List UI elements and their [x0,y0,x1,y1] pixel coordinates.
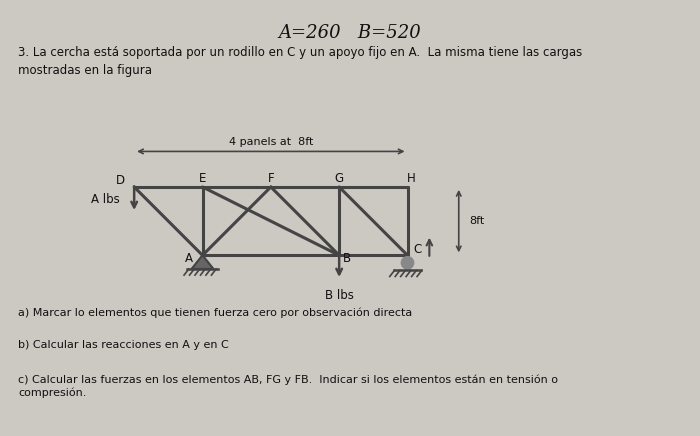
Text: G: G [335,172,344,185]
Text: A=260   B=520: A=260 B=520 [279,24,421,42]
Text: c) Calcular las fuerzas en los elementos AB, FG y FB.  Indicar si los elementos : c) Calcular las fuerzas en los elementos… [18,374,558,399]
Text: F: F [267,172,274,185]
Text: 8ft: 8ft [469,216,484,226]
Text: C: C [414,243,422,256]
Text: B lbs: B lbs [325,290,354,303]
Text: 4 panels at  8ft: 4 panels at 8ft [229,136,313,146]
Polygon shape [192,255,214,269]
Text: A lbs: A lbs [91,193,120,206]
Text: E: E [199,172,206,185]
Text: b) Calcular las reacciones en A y en C: b) Calcular las reacciones en A y en C [18,340,229,350]
Text: D: D [116,174,125,187]
Circle shape [401,257,414,269]
Text: 3. La cercha está soportada por un rodillo en C y un apoyo fijo en A.  La misma : 3. La cercha está soportada por un rodil… [18,46,582,77]
Text: H: H [407,172,415,185]
Text: A: A [185,252,193,265]
Text: B: B [343,252,351,265]
Text: a) Marcar lo elementos que tienen fuerza cero por observación directa: a) Marcar lo elementos que tienen fuerza… [18,308,412,319]
